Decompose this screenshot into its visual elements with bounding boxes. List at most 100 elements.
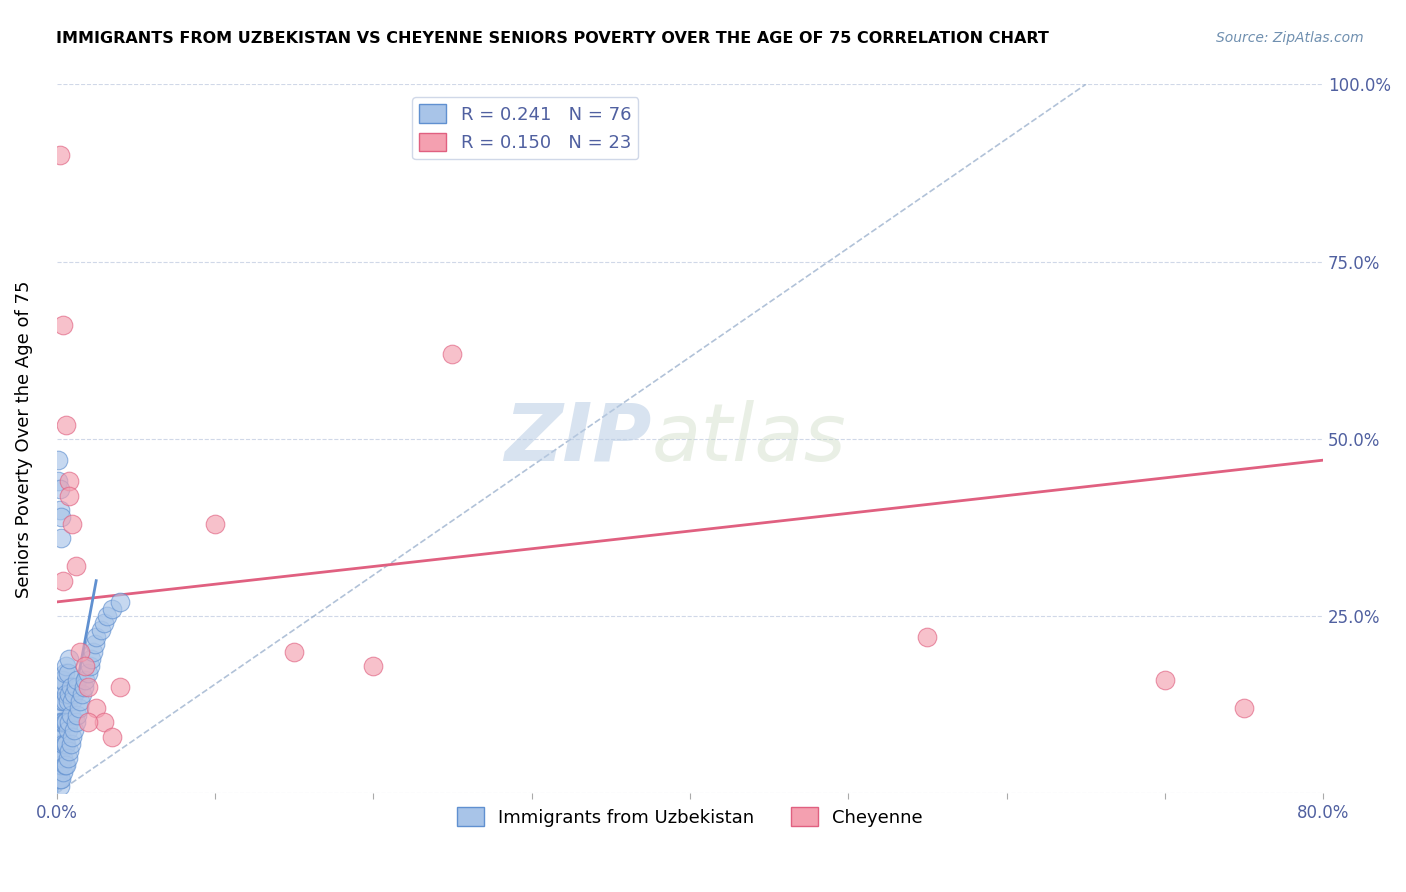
Point xyxy=(51,744,73,758)
Point xyxy=(77,665,100,680)
Text: ZIP: ZIP xyxy=(505,400,652,478)
Point xyxy=(108,595,131,609)
Point xyxy=(96,609,118,624)
Point xyxy=(55,417,77,432)
Point xyxy=(52,318,75,333)
Point xyxy=(84,631,107,645)
Point xyxy=(441,347,464,361)
Point xyxy=(66,708,89,723)
Point xyxy=(49,701,72,715)
Point xyxy=(62,730,84,744)
Point xyxy=(917,631,939,645)
Point xyxy=(69,694,91,708)
Point xyxy=(77,715,100,730)
Point xyxy=(90,624,112,638)
Point xyxy=(65,680,87,694)
Point xyxy=(84,701,107,715)
Point xyxy=(49,730,72,744)
Point xyxy=(101,602,124,616)
Point xyxy=(53,758,76,772)
Point xyxy=(1153,673,1175,687)
Point xyxy=(49,715,72,730)
Point xyxy=(79,658,101,673)
Point xyxy=(72,680,94,694)
Point xyxy=(49,148,72,162)
Text: IMMIGRANTS FROM UZBEKISTAN VS CHEYENNE SENIORS POVERTY OVER THE AGE OF 75 CORREL: IMMIGRANTS FROM UZBEKISTAN VS CHEYENNE S… xyxy=(56,31,1049,46)
Point xyxy=(82,644,104,658)
Point xyxy=(51,531,73,545)
Point xyxy=(56,665,79,680)
Point xyxy=(51,730,73,744)
Point xyxy=(58,744,80,758)
Point xyxy=(204,516,226,531)
Point xyxy=(49,503,72,517)
Point xyxy=(62,516,84,531)
Point xyxy=(52,673,75,687)
Point xyxy=(56,723,79,737)
Point xyxy=(52,694,75,708)
Point xyxy=(51,673,73,687)
Legend: Immigrants from Uzbekistan, Cheyenne: Immigrants from Uzbekistan, Cheyenne xyxy=(450,800,929,834)
Point xyxy=(52,737,75,751)
Point xyxy=(66,673,89,687)
Text: atlas: atlas xyxy=(652,400,846,478)
Point xyxy=(49,779,72,793)
Point xyxy=(52,574,75,588)
Point xyxy=(51,758,73,772)
Point xyxy=(46,475,69,489)
Point xyxy=(75,658,97,673)
Point xyxy=(67,701,90,715)
Point xyxy=(49,758,72,772)
Point xyxy=(62,694,84,708)
Point xyxy=(55,715,77,730)
Point xyxy=(83,638,105,652)
Point xyxy=(52,715,75,730)
Point xyxy=(53,665,76,680)
Point xyxy=(55,658,77,673)
Point xyxy=(56,694,79,708)
Point xyxy=(53,694,76,708)
Point xyxy=(46,737,69,751)
Point xyxy=(53,715,76,730)
Point xyxy=(52,765,75,780)
Point xyxy=(58,651,80,665)
Point xyxy=(361,658,384,673)
Point xyxy=(93,616,115,631)
Y-axis label: Seniors Poverty Over the Age of 75: Seniors Poverty Over the Age of 75 xyxy=(15,280,32,598)
Point xyxy=(70,687,93,701)
Point xyxy=(49,772,72,787)
Point xyxy=(51,772,73,787)
Point xyxy=(51,509,73,524)
Point xyxy=(80,651,103,665)
Point xyxy=(56,751,79,765)
Point xyxy=(46,751,69,765)
Point xyxy=(58,687,80,701)
Point xyxy=(46,765,69,780)
Point xyxy=(49,680,72,694)
Point xyxy=(77,680,100,694)
Point xyxy=(51,715,73,730)
Point xyxy=(51,694,73,708)
Point xyxy=(46,772,69,787)
Point xyxy=(59,680,82,694)
Point xyxy=(59,708,82,723)
Point xyxy=(49,482,72,496)
Point xyxy=(55,737,77,751)
Point xyxy=(283,644,305,658)
Point xyxy=(69,644,91,658)
Point xyxy=(58,715,80,730)
Point xyxy=(101,730,124,744)
Point xyxy=(65,559,87,574)
Point xyxy=(55,687,77,701)
Point xyxy=(75,673,97,687)
Point xyxy=(59,737,82,751)
Text: Source: ZipAtlas.com: Source: ZipAtlas.com xyxy=(1216,31,1364,45)
Point xyxy=(46,453,69,467)
Point xyxy=(108,680,131,694)
Point xyxy=(55,758,77,772)
Point xyxy=(65,715,87,730)
Point xyxy=(52,751,75,765)
Point xyxy=(63,687,86,701)
Point xyxy=(93,715,115,730)
Point xyxy=(53,737,76,751)
